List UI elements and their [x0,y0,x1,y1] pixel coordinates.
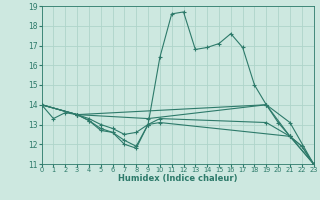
X-axis label: Humidex (Indice chaleur): Humidex (Indice chaleur) [118,174,237,183]
